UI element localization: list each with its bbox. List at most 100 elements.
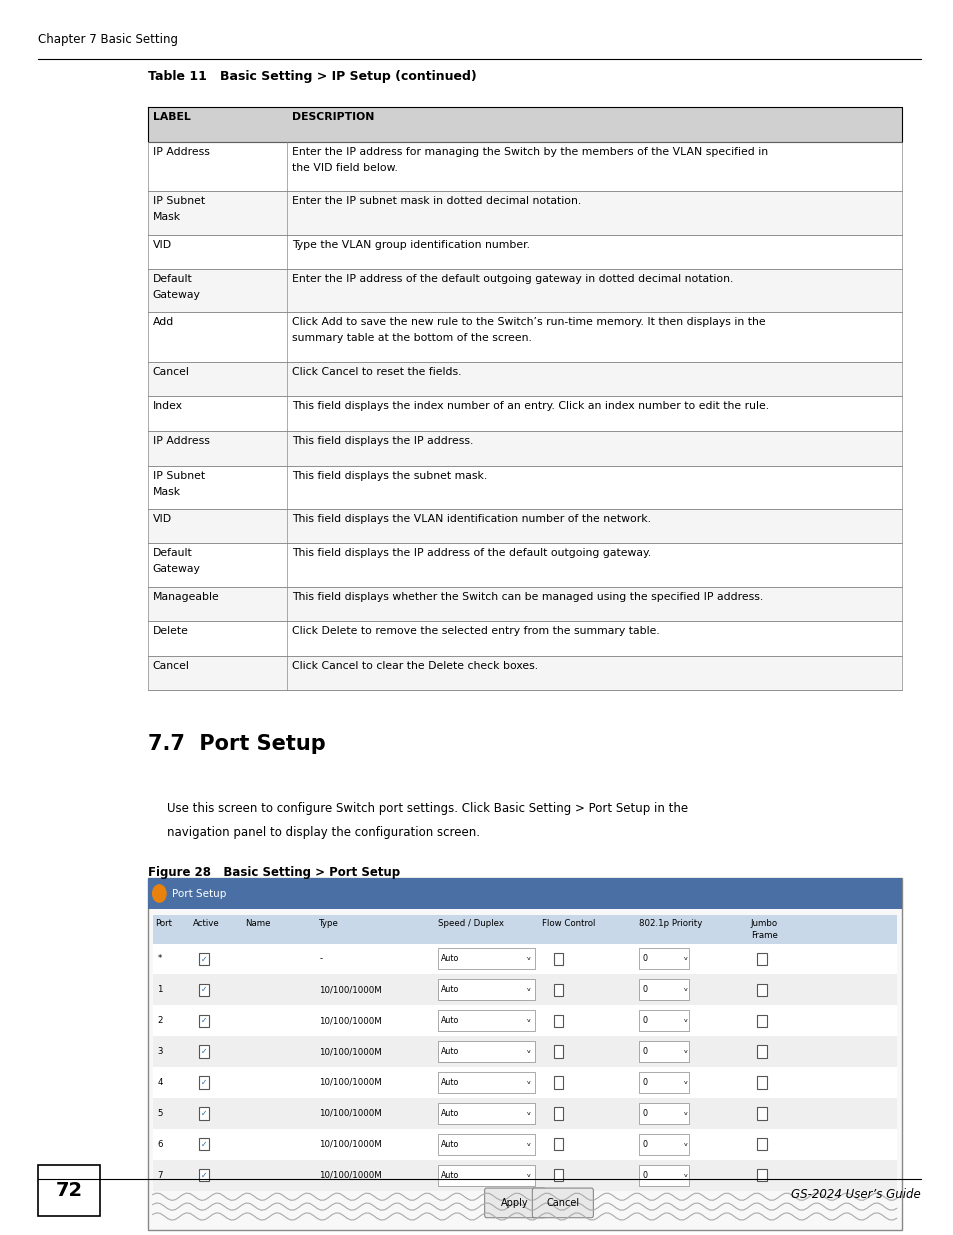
FancyBboxPatch shape [757, 1046, 766, 1058]
FancyBboxPatch shape [554, 1077, 563, 1089]
FancyBboxPatch shape [639, 979, 689, 1000]
Text: *: * [157, 955, 161, 963]
FancyBboxPatch shape [148, 656, 901, 690]
FancyBboxPatch shape [148, 509, 901, 543]
FancyBboxPatch shape [639, 1134, 689, 1155]
Text: v: v [527, 1049, 531, 1055]
Text: Type: Type [319, 919, 338, 927]
FancyBboxPatch shape [148, 142, 901, 191]
Text: DESCRIPTION: DESCRIPTION [292, 112, 374, 122]
Text: Port: Port [155, 919, 172, 927]
Text: ✓: ✓ [201, 955, 207, 963]
Text: v: v [527, 1079, 531, 1086]
Text: 10/100/1000M: 10/100/1000M [319, 1016, 381, 1025]
Text: 4: 4 [157, 1078, 163, 1087]
FancyBboxPatch shape [152, 944, 896, 974]
Text: Auto: Auto [440, 1171, 459, 1179]
FancyBboxPatch shape [148, 431, 901, 466]
FancyBboxPatch shape [757, 1015, 766, 1028]
Text: 10/100/1000M: 10/100/1000M [319, 1171, 381, 1179]
Text: ✓: ✓ [201, 1078, 207, 1087]
FancyBboxPatch shape [639, 1072, 689, 1093]
Text: Table 11   Basic Setting > IP Setup (continued): Table 11 Basic Setting > IP Setup (conti… [148, 69, 476, 83]
FancyBboxPatch shape [554, 953, 563, 966]
FancyBboxPatch shape [757, 1139, 766, 1151]
FancyBboxPatch shape [554, 1139, 563, 1151]
FancyBboxPatch shape [554, 1046, 563, 1058]
FancyBboxPatch shape [554, 1108, 563, 1120]
Text: Figure 28   Basic Setting > Port Setup: Figure 28 Basic Setting > Port Setup [148, 866, 399, 879]
FancyBboxPatch shape [757, 984, 766, 997]
FancyBboxPatch shape [148, 621, 901, 656]
Text: v: v [527, 987, 531, 993]
Text: Add: Add [152, 317, 173, 327]
FancyBboxPatch shape [199, 1170, 209, 1182]
Text: This field displays the subnet mask.: This field displays the subnet mask. [292, 471, 487, 480]
Text: 10/100/1000M: 10/100/1000M [319, 1140, 381, 1149]
FancyBboxPatch shape [437, 979, 535, 1000]
FancyBboxPatch shape [639, 1165, 689, 1186]
FancyBboxPatch shape [152, 1160, 896, 1191]
Text: Mask: Mask [152, 212, 180, 222]
FancyBboxPatch shape [148, 362, 901, 396]
Text: Click Delete to remove the selected entry from the summary table.: Click Delete to remove the selected entr… [292, 626, 659, 636]
Text: v: v [683, 1079, 687, 1086]
Text: Chapter 7 Basic Setting: Chapter 7 Basic Setting [38, 32, 178, 46]
Text: Delete: Delete [152, 626, 189, 636]
FancyBboxPatch shape [554, 984, 563, 997]
Circle shape [152, 885, 166, 903]
Text: 10/100/1000M: 10/100/1000M [319, 1047, 381, 1056]
Text: IP Subnet: IP Subnet [152, 196, 205, 206]
FancyBboxPatch shape [437, 1134, 535, 1155]
Text: Speed / Duplex: Speed / Duplex [437, 919, 504, 927]
FancyBboxPatch shape [532, 1188, 593, 1218]
Text: Active: Active [193, 919, 219, 927]
Text: IP Address: IP Address [152, 436, 210, 446]
Text: v: v [683, 1172, 687, 1178]
Text: Name: Name [245, 919, 270, 927]
FancyBboxPatch shape [757, 1108, 766, 1120]
Text: -: - [319, 955, 322, 963]
FancyBboxPatch shape [199, 1077, 209, 1089]
FancyBboxPatch shape [554, 1170, 563, 1182]
FancyBboxPatch shape [148, 107, 901, 142]
Text: This field displays whether the Switch can be managed using the specified IP add: This field displays whether the Switch c… [292, 592, 762, 601]
Text: v: v [683, 1049, 687, 1055]
FancyBboxPatch shape [148, 312, 901, 362]
Text: IP Address: IP Address [152, 147, 210, 157]
FancyBboxPatch shape [148, 878, 901, 909]
Text: Port Setup: Port Setup [172, 888, 226, 899]
FancyBboxPatch shape [148, 191, 901, 235]
Text: Use this screen to configure Switch port settings. Click Basic Setting > Port Se: Use this screen to configure Switch port… [167, 802, 687, 815]
Text: Cancel: Cancel [152, 367, 190, 377]
Text: LABEL: LABEL [152, 112, 191, 122]
FancyBboxPatch shape [148, 587, 901, 621]
FancyBboxPatch shape [148, 543, 901, 587]
Text: Click Cancel to reset the fields.: Click Cancel to reset the fields. [292, 367, 461, 377]
Text: 0: 0 [641, 1078, 646, 1087]
Text: ✓: ✓ [201, 986, 207, 994]
FancyBboxPatch shape [554, 1015, 563, 1028]
Text: Flow Control: Flow Control [542, 919, 596, 927]
FancyBboxPatch shape [148, 269, 901, 312]
Text: Gateway: Gateway [152, 290, 200, 300]
Text: 5: 5 [157, 1109, 163, 1118]
Text: This field displays the index number of an entry. Click an index number to edit : This field displays the index number of … [292, 401, 768, 411]
Text: 0: 0 [641, 1047, 646, 1056]
Text: 10/100/1000M: 10/100/1000M [319, 986, 381, 994]
FancyBboxPatch shape [757, 953, 766, 966]
Text: 0: 0 [641, 955, 646, 963]
FancyBboxPatch shape [639, 1103, 689, 1124]
FancyBboxPatch shape [152, 1036, 896, 1067]
Text: 72: 72 [55, 1181, 83, 1200]
Text: Click Add to save the new rule to the Switch’s run-time memory. It then displays: Click Add to save the new rule to the Sw… [292, 317, 765, 327]
Text: 7.7  Port Setup: 7.7 Port Setup [148, 734, 325, 753]
Text: v: v [527, 1141, 531, 1147]
Text: 6: 6 [157, 1140, 163, 1149]
Text: v: v [527, 1172, 531, 1178]
FancyBboxPatch shape [148, 466, 901, 509]
Text: 802.1p Priority: 802.1p Priority [639, 919, 701, 927]
Text: Auto: Auto [440, 1016, 459, 1025]
Text: Enter the IP address of the default outgoing gateway in dotted decimal notation.: Enter the IP address of the default outg… [292, 274, 733, 284]
Text: v: v [527, 956, 531, 962]
